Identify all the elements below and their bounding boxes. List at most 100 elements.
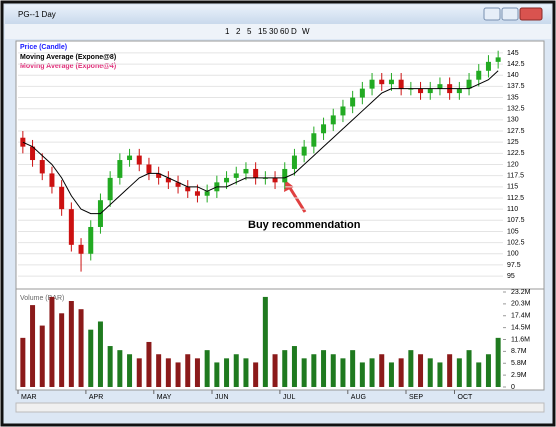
y-tick-label: 122.5 — [507, 150, 525, 157]
candle-body — [301, 146, 307, 156]
minimize-button[interactable] — [483, 7, 501, 21]
candle-body — [165, 177, 171, 183]
y-tick-label: 20.3M — [511, 301, 531, 308]
volume-bar — [427, 358, 433, 387]
volume-bar — [253, 362, 259, 387]
candle-body — [59, 186, 65, 210]
maximize-button[interactable] — [501, 7, 519, 21]
window-title: PG--1 Day — [18, 10, 56, 19]
candle-body — [495, 57, 501, 62]
volume-bar — [117, 350, 123, 387]
volume-bar — [485, 354, 491, 387]
x-tick-label: MAR — [21, 394, 37, 401]
volume-bar — [243, 358, 249, 387]
candle-body — [369, 79, 375, 89]
candle-body — [311, 133, 317, 147]
volume-bar — [39, 325, 45, 387]
volume-bar — [107, 346, 113, 387]
volume-bar — [369, 358, 375, 387]
candle-body — [437, 84, 443, 89]
y-tick-label: 17.4M — [511, 313, 531, 320]
x-tick-label: JUL — [283, 394, 296, 401]
volume-bar — [146, 341, 152, 387]
volume-bar — [30, 305, 36, 387]
volume-bar — [165, 358, 171, 387]
y-tick-label: 100 — [507, 251, 519, 258]
y-tick-label: 107.5 — [507, 217, 525, 224]
candle-body — [175, 182, 181, 187]
volume-bar — [456, 358, 462, 387]
candle-body — [39, 160, 45, 174]
toolbar-item[interactable]: 30 — [269, 27, 278, 36]
close-button[interactable] — [519, 7, 543, 21]
volume-bar — [418, 354, 424, 387]
y-tick-label: 8.7M — [511, 348, 527, 355]
candle-body — [233, 173, 239, 178]
volume-bar — [224, 358, 230, 387]
y-tick-label: 125 — [507, 139, 519, 146]
y-tick-label: 23.2M — [511, 289, 531, 296]
candle-body — [456, 88, 462, 94]
y-tick-label: 2.9M — [511, 372, 527, 379]
volume-bar — [262, 296, 268, 387]
candle-body — [68, 209, 74, 245]
x-tick-label: JUN — [215, 394, 229, 401]
toolbar-items: 1 2 5 15 30 60 D W — [225, 27, 310, 36]
candle-body — [30, 146, 36, 161]
volume-bar — [127, 354, 133, 387]
y-tick-label: 130 — [507, 117, 519, 124]
volume-bar — [272, 354, 278, 387]
volume-bar — [466, 350, 472, 387]
toolbar-item[interactable]: 1 — [225, 27, 230, 36]
volume-bar — [301, 358, 307, 387]
y-tick-label: 112.5 — [507, 195, 524, 202]
x-tick-label: SEP — [409, 394, 423, 401]
y-tick-label: 140 — [507, 72, 519, 79]
scrollbar[interactable] — [15, 402, 545, 413]
candle-body — [243, 168, 249, 174]
x-tick-label: AUG — [351, 394, 366, 401]
volume-bar — [194, 358, 200, 387]
volume-bar — [20, 337, 26, 387]
volume-bar — [408, 350, 414, 387]
y-tick-label: 142.5 — [507, 61, 525, 68]
volume-bar — [398, 358, 404, 387]
annotation: Buy recommendation — [248, 219, 361, 231]
volume-bar — [185, 354, 191, 387]
volume-bar — [59, 313, 65, 387]
volume-bar — [447, 354, 453, 387]
volume-bar — [233, 354, 239, 387]
volume-panel — [15, 288, 545, 391]
volume-bar — [97, 321, 103, 387]
toolbar-item[interactable]: D — [291, 27, 297, 36]
volume-bar — [330, 354, 336, 387]
legend-entry: Moving Average (Expone@8) — [20, 54, 116, 61]
candle-body — [350, 97, 356, 107]
y-tick-label: 132.5 — [507, 106, 525, 113]
volume-bar — [49, 296, 55, 387]
toolbar-item[interactable]: W — [302, 27, 310, 36]
volume-bar — [495, 337, 501, 387]
legend-entry: Moving Average (Expone@4) — [20, 63, 116, 70]
y-tick-label: 145 — [507, 50, 519, 57]
candle-body — [146, 164, 152, 174]
volume-bar — [311, 354, 317, 387]
volume-bar — [291, 346, 297, 387]
candle-body — [78, 244, 84, 254]
toolbar-item[interactable]: 60 — [280, 27, 289, 36]
toolbar-item[interactable]: 15 — [258, 27, 267, 36]
y-tick-label: 14.5M — [511, 324, 531, 331]
title-bar — [5, 5, 551, 24]
legend-entry: Price (Candle) — [20, 44, 67, 51]
volume-bar — [437, 362, 443, 387]
x-tick-label: MAY — [157, 394, 172, 401]
candle-body — [156, 173, 162, 178]
y-tick-label: 105 — [507, 228, 519, 235]
annotation-arrowhead — [284, 180, 294, 192]
candle-body — [388, 79, 394, 85]
toolbar-item[interactable]: 5 — [247, 27, 252, 36]
candle-body — [485, 61, 491, 71]
candle-body — [291, 155, 297, 169]
toolbar-item[interactable]: 2 — [236, 27, 241, 36]
